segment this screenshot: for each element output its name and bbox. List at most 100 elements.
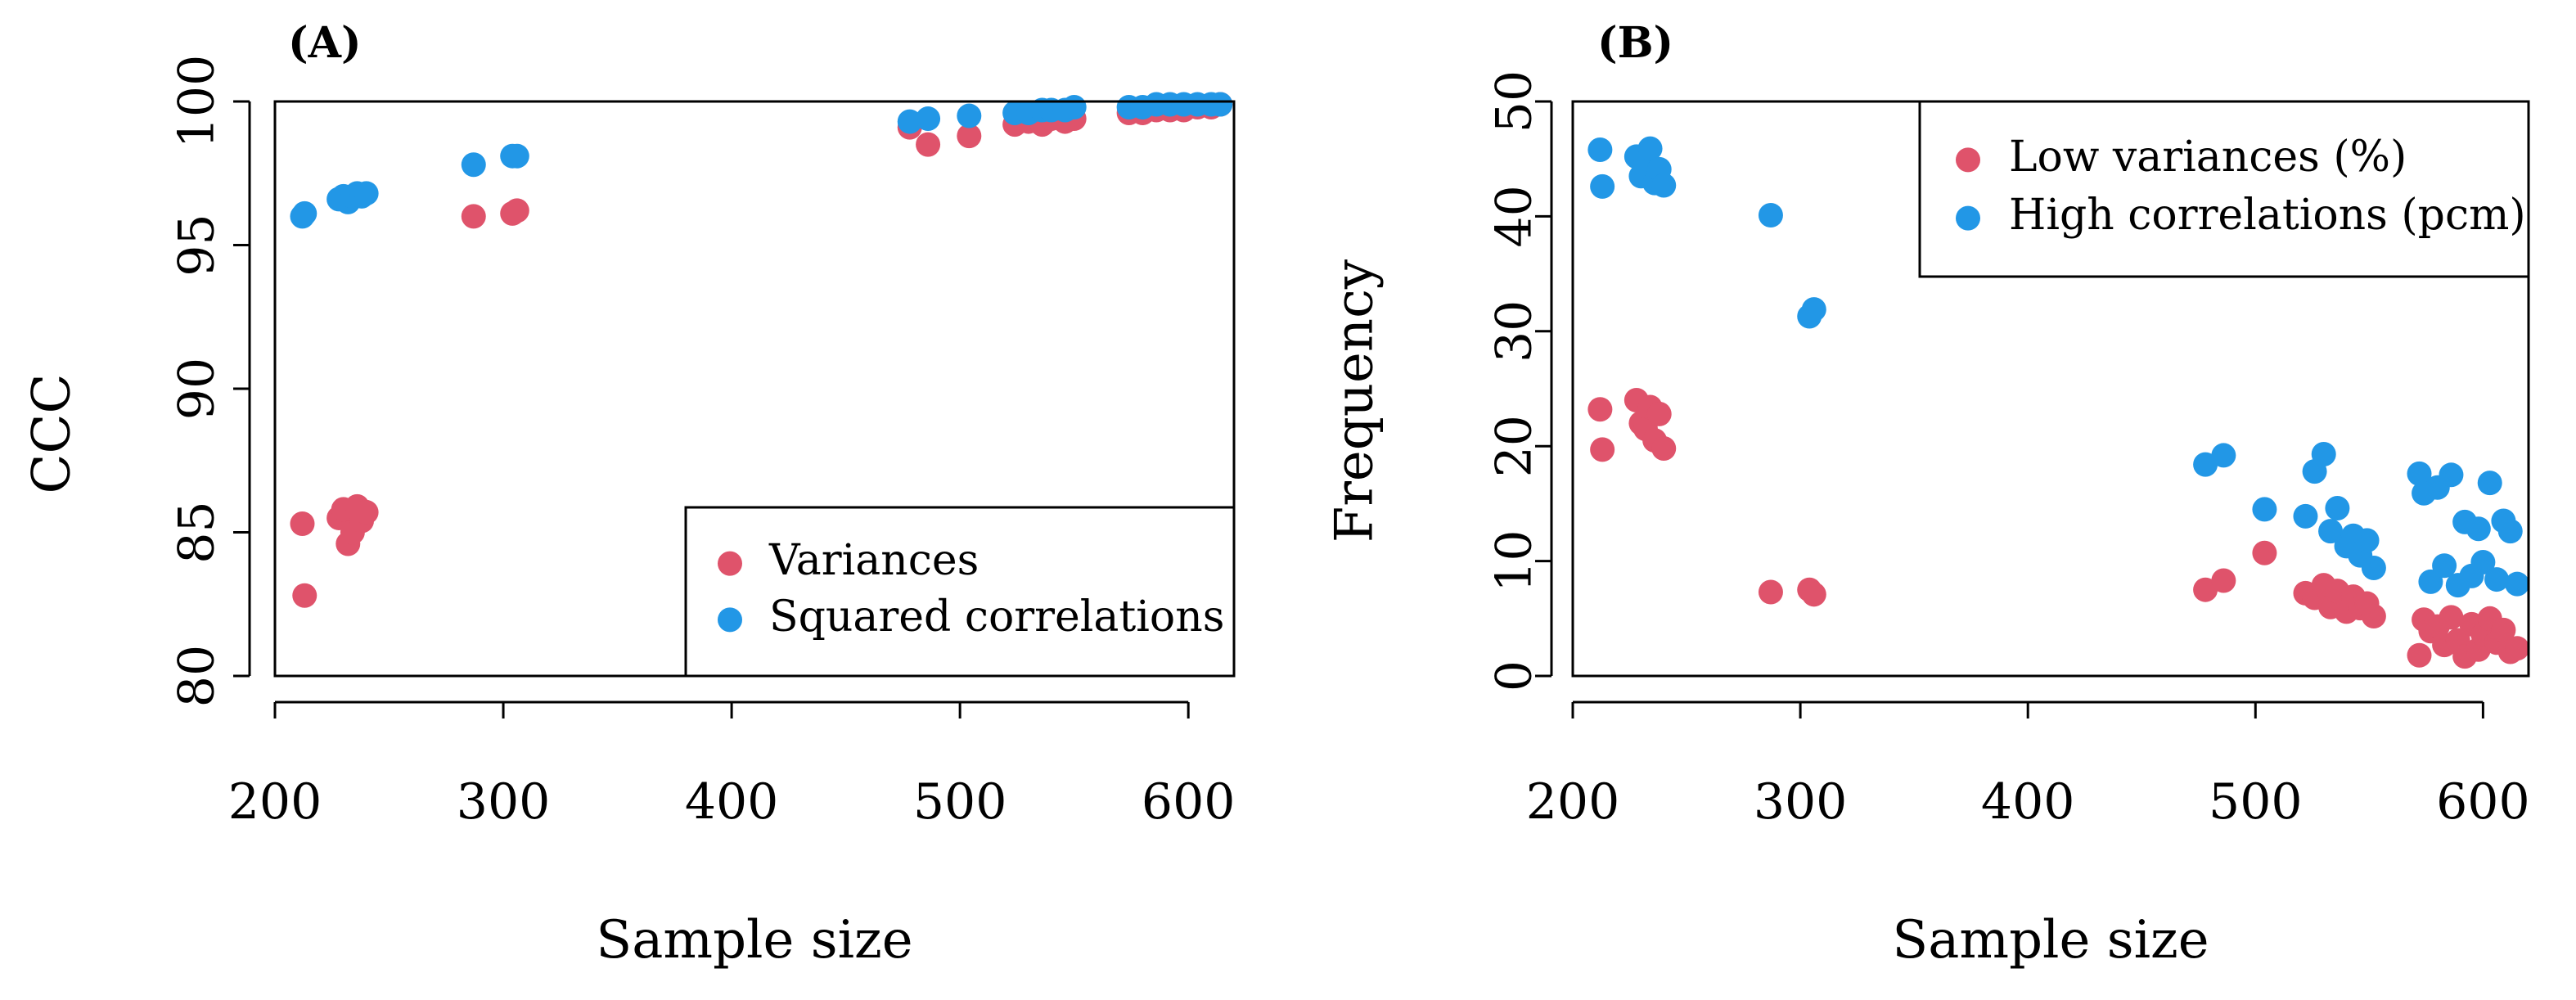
panel-b: (B) 200 300 400 500 600 0 10 20 30 40 50 Sample siz… — [1325, 18, 2530, 971]
panel-b-variances-point — [2407, 642, 2432, 668]
panel-a-y-tick-label: 100 — [169, 55, 226, 149]
panel-b-correlations-point — [2193, 452, 2218, 477]
panel-a-legend-box — [684, 506, 1236, 678]
panel-b-variances-point — [1758, 579, 1783, 605]
panel-b-y-tick-label: 40 — [1486, 185, 1543, 247]
panel-a-correlations-point — [1061, 95, 1087, 120]
panel-b-correlations-point — [1590, 173, 1615, 199]
panel-b-correlations-point — [2497, 519, 2523, 544]
panel-a-correlations-point — [957, 103, 982, 128]
panel-a-legend: Variances Squared correlations — [684, 506, 1236, 678]
panel-a-legend-label-variances: Variances — [768, 536, 979, 585]
panel-b-x-tick-label: 600 — [2436, 773, 2530, 831]
panel-a-correlations-point — [916, 106, 941, 132]
panel-a-variances-point — [354, 499, 379, 525]
panel-b-correlations-point — [2418, 569, 2443, 594]
panel-a-variances-point — [292, 583, 317, 608]
panel-a-legend-marker-correlations — [718, 607, 742, 633]
panel-a-correlations-point — [461, 152, 486, 178]
panel-a-x-tick-label: 500 — [913, 773, 1007, 831]
panel-b-x-tick-label: 300 — [1754, 773, 1848, 831]
panel-a-x-tick-label: 200 — [228, 773, 322, 831]
panel-b-legend-box — [1918, 100, 2530, 278]
panel-a-legend-marker-variances — [718, 551, 742, 576]
panel-a-correlations-point — [504, 143, 529, 169]
panel-b-variances-point — [2361, 603, 2386, 628]
panel-a-variances-point — [916, 132, 941, 157]
panel-b-correlations-point — [1801, 297, 1826, 322]
panel-a-y-axis-title: CCC — [22, 374, 83, 494]
panel-b-variances-point — [2439, 605, 2464, 630]
panel-b-label: (B) — [1597, 18, 1673, 68]
panel-a-variances-point — [957, 124, 982, 149]
panel-b-correlations-point — [2477, 471, 2502, 496]
panel-b-correlations-point — [1637, 136, 1663, 161]
panel-b-legend: Low variances (%) High correlations (pcm) — [1918, 100, 2530, 278]
panel-a-correlations-point — [354, 181, 379, 206]
panel-b-variances-point — [2211, 568, 2236, 593]
panel-b-correlations-point — [2407, 461, 2432, 486]
panel-a-x-axis-title: Sample size — [596, 910, 912, 971]
panel-a-y-tick-label: 95 — [169, 214, 226, 276]
panel-a-x-tick-label: 600 — [1142, 773, 1236, 831]
panel-b-y-tick-label: 10 — [1486, 529, 1543, 592]
panel-a-correlations-point — [1208, 92, 1233, 117]
panel-b-correlations-point — [1651, 173, 1677, 198]
panel-b-correlations-point — [2361, 556, 2386, 581]
panel-b-points — [1587, 136, 2530, 669]
panel-b-variances-point — [1801, 582, 1826, 607]
panel-b-correlations-point — [2318, 519, 2344, 544]
panel-b-correlations-point — [2354, 528, 2380, 553]
panel-a-variances-point — [290, 511, 315, 536]
panel-a-y-tick-label: 90 — [169, 358, 226, 420]
panel-b-legend-label-variances: Low variances (%) — [2009, 133, 2407, 182]
panel-a-y-tick-label: 80 — [169, 645, 226, 707]
panel-b-x-tick-label: 500 — [2209, 773, 2303, 831]
panel-a-points — [290, 92, 1233, 608]
panel-b-correlations-point — [2211, 443, 2236, 468]
panel-b-y-tick-label: 20 — [1486, 415, 1543, 477]
panel-b-correlations-point — [2505, 571, 2530, 597]
panel-b-variances-point — [1587, 397, 1613, 422]
panel-a-legend-label-correlations: Squared correlations — [769, 592, 1224, 642]
panel-b-legend-marker-variances — [1956, 147, 1980, 173]
panel-a-x-tick-label: 300 — [457, 773, 551, 831]
panel-b-correlations-point — [2439, 462, 2464, 488]
panel-a-label: (A) — [288, 18, 362, 68]
panel-b-x-tick-label: 200 — [1526, 773, 1620, 831]
panel-a: (A) 200 300 400 500 600 80 85 90 95 100 Sample siz… — [22, 18, 1236, 971]
panel-a-variances-point — [504, 198, 529, 223]
panel-b-variances-point — [1590, 437, 1615, 462]
panel-b-correlations-point — [2325, 496, 2350, 521]
panel-a-x-tick-label: 400 — [685, 773, 779, 831]
panel-b-correlations-point — [1758, 202, 1783, 227]
panel-b-correlations-point — [2484, 567, 2510, 592]
panel-b-correlations-point — [2470, 550, 2496, 575]
panel-b-y-axis-title: Frequency — [1325, 259, 1385, 543]
panel-b-correlations-point — [2466, 516, 2491, 542]
panel-b-correlations-point — [2293, 503, 2318, 529]
panel-b-correlations-point — [2252, 497, 2277, 522]
panel-b-x-axis-title: Sample size — [1892, 910, 2209, 971]
panel-b-y-tick-label: 50 — [1486, 70, 1543, 133]
panel-b-variances-point — [1646, 401, 1672, 426]
panel-a-correlations-point — [897, 109, 922, 134]
panel-b-correlations-point — [1587, 137, 1613, 162]
panel-b-legend-label-correlations: High correlations (pcm) — [2009, 191, 2526, 240]
panel-b-variances-point — [2193, 577, 2218, 602]
panel-b-variances-point — [2491, 617, 2516, 642]
panel-b-axes: 200 300 400 500 600 0 10 20 30 40 50 Sample size Fre… — [1325, 70, 2530, 971]
panel-b-variances-point — [2252, 540, 2277, 565]
panel-b-x-tick-label: 400 — [1981, 773, 2075, 831]
panel-a-axes: 200 300 400 500 600 80 85 90 95 100 Sample size CCC — [22, 55, 1236, 971]
panel-a-correlations-point — [292, 200, 317, 226]
panel-a-y-tick-label: 85 — [169, 501, 226, 563]
panel-b-y-tick-label: 0 — [1486, 660, 1543, 691]
panel-a-variances-point — [461, 204, 486, 229]
panel-b-variances-point — [1651, 436, 1677, 462]
panel-b-y-tick-label: 30 — [1486, 300, 1543, 363]
panel-b-correlations-point — [2432, 553, 2457, 579]
panel-b-correlations-point — [2311, 442, 2336, 467]
panel-b-variances-point — [2505, 636, 2530, 661]
